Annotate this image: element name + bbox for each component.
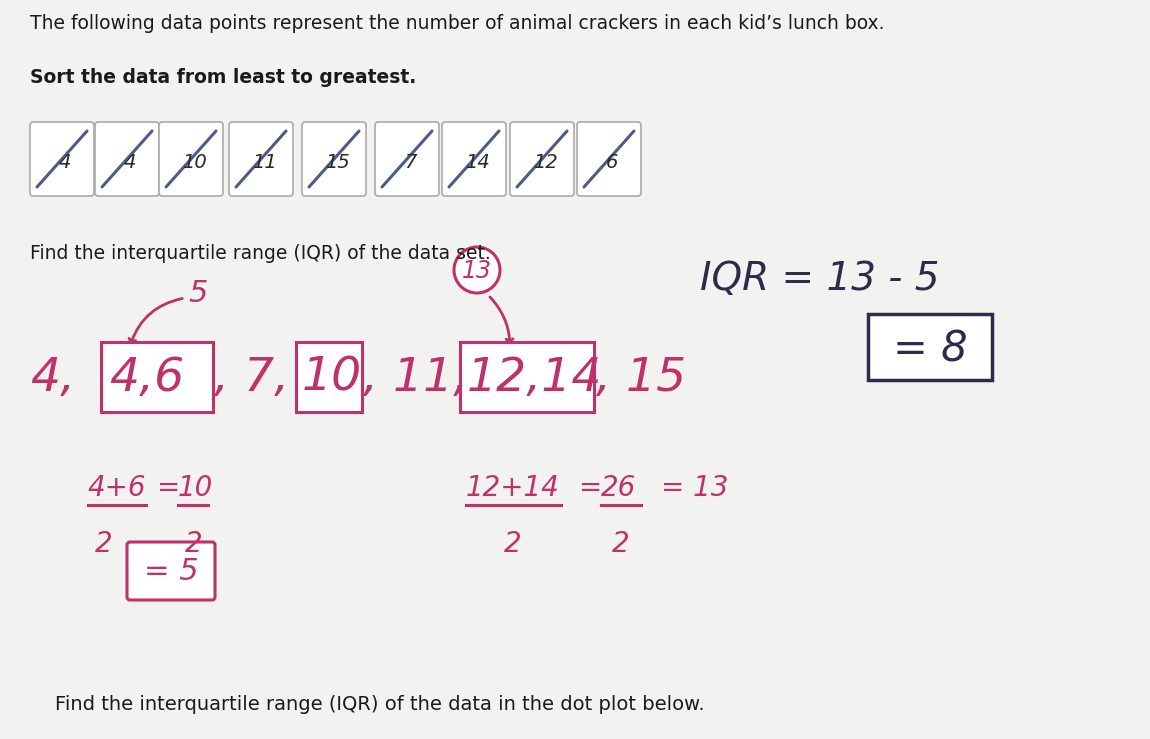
Text: 26: 26 bbox=[601, 474, 636, 502]
Text: Find the interquartile range (IQR) of the data in the dot plot below.: Find the interquartile range (IQR) of th… bbox=[55, 695, 705, 714]
FancyBboxPatch shape bbox=[442, 122, 506, 196]
Text: 11: 11 bbox=[252, 154, 276, 172]
FancyBboxPatch shape bbox=[296, 342, 362, 412]
Text: Sort the data from least to greatest.: Sort the data from least to greatest. bbox=[30, 68, 416, 87]
Text: = 13: = 13 bbox=[661, 474, 728, 502]
Text: 10: 10 bbox=[302, 355, 362, 401]
FancyBboxPatch shape bbox=[159, 122, 223, 196]
Text: 2: 2 bbox=[185, 530, 202, 558]
Text: =: = bbox=[578, 474, 601, 502]
FancyBboxPatch shape bbox=[509, 122, 574, 196]
FancyBboxPatch shape bbox=[95, 122, 159, 196]
FancyBboxPatch shape bbox=[375, 122, 439, 196]
Text: 4: 4 bbox=[59, 154, 71, 172]
Text: Find the interquartile range (IQR) of the data set.: Find the interquartile range (IQR) of th… bbox=[30, 244, 491, 263]
Text: = 8: = 8 bbox=[892, 328, 967, 370]
Circle shape bbox=[454, 247, 500, 293]
FancyBboxPatch shape bbox=[302, 122, 366, 196]
FancyBboxPatch shape bbox=[30, 122, 94, 196]
Text: 4,6: 4,6 bbox=[109, 355, 184, 401]
FancyBboxPatch shape bbox=[460, 342, 595, 412]
FancyBboxPatch shape bbox=[101, 342, 213, 412]
Text: , 15: , 15 bbox=[596, 355, 687, 401]
Text: 12: 12 bbox=[532, 154, 558, 172]
Text: , 7,: , 7, bbox=[214, 355, 289, 401]
Text: 14: 14 bbox=[465, 154, 490, 172]
Text: = 5: = 5 bbox=[144, 556, 198, 585]
Text: 12+14: 12+14 bbox=[466, 474, 560, 502]
FancyBboxPatch shape bbox=[577, 122, 641, 196]
Text: 2: 2 bbox=[504, 530, 522, 558]
FancyBboxPatch shape bbox=[229, 122, 293, 196]
FancyBboxPatch shape bbox=[126, 542, 215, 600]
Text: 12,14: 12,14 bbox=[467, 355, 603, 401]
Text: 13: 13 bbox=[462, 259, 492, 283]
Text: 2: 2 bbox=[612, 530, 630, 558]
Text: 4,: 4, bbox=[30, 355, 75, 401]
Text: , 11,: , 11, bbox=[363, 355, 468, 401]
Text: 10: 10 bbox=[182, 154, 206, 172]
Text: =: = bbox=[156, 474, 179, 502]
FancyBboxPatch shape bbox=[868, 314, 992, 380]
Text: IQR = 13 - 5: IQR = 13 - 5 bbox=[700, 260, 940, 298]
Text: The following data points represent the number of animal crackers in each kid’s : The following data points represent the … bbox=[30, 14, 884, 33]
Text: 2: 2 bbox=[95, 530, 113, 558]
Text: 6: 6 bbox=[606, 154, 619, 172]
Text: 5: 5 bbox=[187, 279, 207, 307]
Text: 15: 15 bbox=[324, 154, 350, 172]
Text: 7: 7 bbox=[404, 154, 416, 172]
Text: 4: 4 bbox=[124, 154, 136, 172]
Text: 10: 10 bbox=[178, 474, 213, 502]
Text: 4+6: 4+6 bbox=[89, 474, 146, 502]
